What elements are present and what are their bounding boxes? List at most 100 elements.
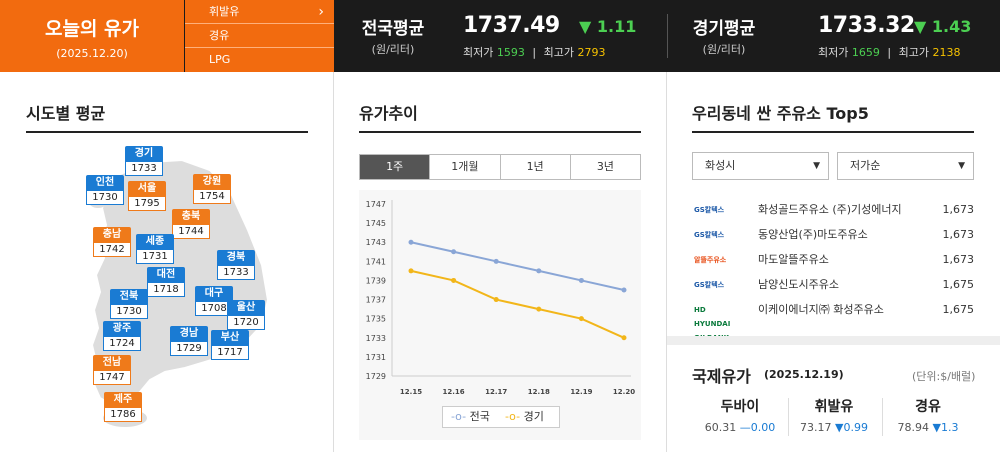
altteul-logo: 알뜰주유소	[694, 256, 727, 264]
series-line-national	[410, 241, 625, 291]
tab-gasoline[interactable]: 휘발유 ›	[185, 0, 334, 24]
region-pin[interactable]: 제주 1786	[104, 392, 142, 422]
legend-gyeonggi[interactable]: -o- 경기	[505, 407, 544, 427]
column-divider	[666, 72, 667, 452]
gyeonggi-min-max: 최저가 1659 | 최고가 2138	[818, 44, 960, 60]
station-row[interactable]: GS칼텍스 동양산업(주)마도주유소 1,673	[692, 223, 974, 247]
region-name: 충북	[172, 209, 210, 224]
city-select[interactable]: 화성시 ▼	[692, 152, 829, 180]
trend-chart: 1747 1745 1743 1741 1739 1737 1735 1733 1731 1729…	[359, 190, 641, 440]
station-price: 1,673	[942, 203, 975, 216]
region-pin[interactable]: 강원 1754	[193, 174, 231, 204]
data-point[interactable]	[408, 239, 414, 245]
national-unit: (원/리터)	[371, 43, 415, 56]
region-price: 1717	[211, 345, 249, 360]
intl-divider	[788, 398, 789, 436]
gyeonggi-min: 1659	[851, 46, 880, 59]
y-tick-label: 1739	[366, 276, 386, 285]
intl-oil-unit: (단위:$/배럴)	[912, 370, 976, 383]
station-row[interactable]: GS칼텍스 남양신도시주유소 1,675	[692, 273, 974, 297]
region-pin[interactable]: 대구 1708	[195, 286, 233, 316]
tab-1week[interactable]: 1주	[360, 155, 431, 179]
tab-3year[interactable]: 3년	[570, 155, 640, 179]
intl-dubai[interactable]: 두바이 60.31 —0.00	[694, 396, 786, 434]
data-point[interactable]	[536, 306, 542, 312]
data-point[interactable]	[536, 268, 542, 274]
region-pin[interactable]: 서울 1795	[128, 181, 166, 211]
region-price: 1720	[227, 315, 265, 330]
gyeonggi-max: 2138	[932, 46, 961, 59]
region-pin[interactable]: 울산 1720	[227, 300, 265, 330]
sort-select[interactable]: 저가순 ▼	[837, 152, 974, 180]
region-pin[interactable]: 충북 1744	[172, 209, 210, 239]
legend-national[interactable]: -o- 전국	[451, 407, 490, 427]
station-row[interactable]: 알뜰주유소 마도알뜰주유소 1,673	[692, 248, 974, 272]
y-tick-label: 1741	[366, 257, 386, 266]
region-price: 1786	[104, 407, 142, 422]
station-name: 마도알뜰주유소	[758, 253, 829, 266]
separator: |	[887, 46, 892, 59]
data-point[interactable]	[621, 287, 627, 293]
gs-caltex-logo: GS칼텍스	[694, 231, 725, 239]
intl-dubai-value: 60.31	[704, 421, 737, 434]
national-min: 1593	[496, 46, 525, 59]
region-pin[interactable]: 경남 1729	[170, 326, 208, 356]
region-price: 1730	[86, 190, 124, 205]
tab-1month[interactable]: 1개월	[430, 155, 501, 179]
data-point[interactable]	[578, 277, 584, 283]
trend-title: 유가추이	[359, 104, 418, 123]
data-point[interactable]	[451, 277, 457, 283]
region-name: 경남	[170, 326, 208, 341]
max-label: 최고가	[543, 46, 574, 59]
tab-diesel[interactable]: 경유	[185, 24, 334, 48]
x-tick-label: 12.20	[613, 388, 635, 396]
region-pin[interactable]: 세종 1731	[136, 234, 174, 264]
data-point[interactable]	[493, 297, 499, 303]
y-tick-label: 1731	[366, 353, 386, 362]
sort-select-value: 저가순	[850, 159, 881, 172]
separator: |	[532, 46, 537, 59]
tab-lpg[interactable]: LPG	[185, 48, 334, 72]
data-point[interactable]	[493, 258, 499, 264]
region-pin[interactable]: 경북 1733	[217, 250, 255, 280]
title-underline	[692, 131, 974, 133]
station-name: 화성골드주유소 (주)기성에너지	[758, 203, 902, 216]
intl-gasoline[interactable]: 휘발유 73.17 ▼0.99	[788, 396, 880, 434]
region-price: 1742	[93, 242, 131, 257]
data-point[interactable]	[621, 335, 627, 341]
data-point[interactable]	[578, 316, 584, 322]
data-point[interactable]	[408, 268, 414, 274]
header-divider	[667, 14, 668, 58]
national-price: 1737.49	[463, 13, 560, 38]
tab-1year[interactable]: 1년	[500, 155, 571, 179]
region-pin[interactable]: 대전 1718	[147, 267, 185, 297]
region-price: 1754	[193, 189, 231, 204]
station-row[interactable]: GS칼텍스 화성골드주유소 (주)기성에너지 1,673	[692, 198, 974, 222]
region-pin[interactable]: 충남 1742	[93, 227, 131, 257]
station-price: 1,675	[942, 278, 975, 291]
region-pin[interactable]: 전남 1747	[93, 355, 131, 385]
gyeonggi-price: 1733.32	[818, 13, 915, 38]
region-name: 대전	[147, 267, 185, 282]
station-price: 1,675	[942, 303, 975, 316]
legend-gyeonggi-label: 경기	[523, 410, 544, 423]
region-price: 1733	[217, 265, 255, 280]
chevron-right-icon: ›	[318, 4, 324, 20]
intl-diesel[interactable]: 경유 78.94 ▼1.3	[882, 396, 974, 434]
station-name: 남양신도시주유소	[758, 278, 839, 291]
y-tick-label: 1733	[366, 334, 386, 343]
x-tick-label: 12.19	[570, 388, 592, 396]
data-point[interactable]	[451, 249, 457, 255]
x-tick-label: 12.17	[485, 388, 507, 396]
station-row[interactable]: HD HYUNDAI OILBANK 이케이에너지㈜ 화성주유소 1,675	[692, 298, 975, 342]
region-pin[interactable]: 전북 1730	[110, 289, 148, 319]
region-name: 제주	[104, 392, 142, 407]
region-pin[interactable]: 인천 1730	[86, 175, 124, 205]
region-average-title: 시도별 평균	[26, 104, 106, 123]
region-pin[interactable]: 경기 1733	[125, 146, 163, 176]
region-price: 1724	[103, 336, 141, 351]
region-pin[interactable]: 부산 1717	[211, 330, 249, 360]
region-pin[interactable]: 광주 1724	[103, 321, 141, 351]
intl-diesel-change: ▼1.3	[932, 421, 959, 434]
intl-oil-date: (2025.12.19)	[764, 368, 844, 381]
